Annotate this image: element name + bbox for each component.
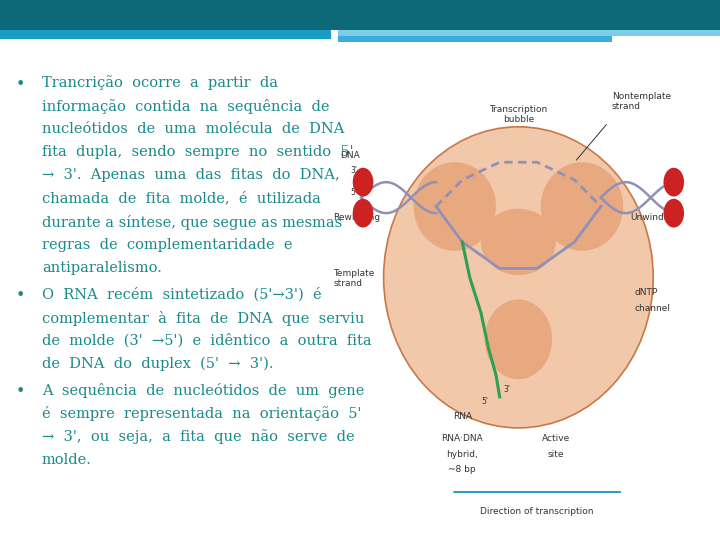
- Text: site: site: [548, 450, 564, 458]
- Text: Template
strand: Template strand: [333, 269, 374, 288]
- Text: dNTP: dNTP: [634, 288, 657, 297]
- Ellipse shape: [485, 300, 552, 379]
- Text: O  RNA  recém  sintetizado  (5'→3')  é: O RNA recém sintetizado (5'→3') é: [42, 287, 321, 302]
- Text: chamada  de  fita  molde,  é  utilizada: chamada de fita molde, é utilizada: [42, 192, 320, 206]
- Text: antiparalelismo.: antiparalelismo.: [42, 261, 161, 275]
- Text: •: •: [16, 287, 25, 304]
- Text: 5': 5': [350, 188, 357, 198]
- Ellipse shape: [353, 168, 373, 197]
- Text: 3': 3': [504, 386, 510, 395]
- Text: →  3',  ou  seja,  a  fita  que  não  serve  de: → 3', ou seja, a fita que não serve de: [42, 429, 354, 444]
- Bar: [338, 36, 612, 42]
- Text: DNA: DNA: [340, 151, 360, 160]
- Ellipse shape: [664, 168, 684, 197]
- Text: RNA·DNA: RNA·DNA: [441, 434, 483, 443]
- Text: RNA: RNA: [453, 412, 472, 421]
- Text: fita  dupla,  sendo  sempre  no  sentido  5': fita dupla, sendo sempre no sentido 5': [42, 145, 354, 159]
- Text: 3': 3': [350, 166, 357, 176]
- Text: informação  contida  na  sequência  de: informação contida na sequência de: [42, 99, 329, 114]
- Text: •: •: [16, 383, 25, 400]
- Text: de  molde  (3'  →5')  e  idêntico  a  outra  fita: de molde (3' →5') e idêntico a outra fit…: [42, 334, 372, 348]
- Text: Unwinding: Unwinding: [631, 213, 678, 222]
- Text: Direction of transcription: Direction of transcription: [480, 507, 594, 516]
- Ellipse shape: [664, 199, 684, 227]
- Bar: [0, 30, 331, 39]
- Text: Rewinding: Rewinding: [333, 213, 380, 222]
- Text: molde.: molde.: [42, 453, 91, 467]
- Text: →  3'.  Apenas  uma  das  fitas  do  DNA,: → 3'. Apenas uma das fitas do DNA,: [42, 168, 340, 183]
- Text: Nontemplate
strand: Nontemplate strand: [612, 92, 671, 111]
- Ellipse shape: [353, 199, 373, 227]
- Text: regras  de  complementaridade  e: regras de complementaridade e: [42, 238, 292, 252]
- Text: durante a síntese, que segue as mesmas: durante a síntese, que segue as mesmas: [42, 215, 342, 230]
- Text: 5': 5': [481, 396, 488, 406]
- Text: complementar  à  fita  de  DNA  que  serviu: complementar à fita de DNA que serviu: [42, 310, 364, 326]
- Ellipse shape: [384, 127, 653, 428]
- Ellipse shape: [541, 162, 624, 251]
- Text: Trancrição  ocorre  a  partir  da: Trancrição ocorre a partir da: [42, 76, 278, 91]
- Text: Active: Active: [541, 434, 570, 443]
- Text: A  sequência  de  nucleótidos  de  um  gene: A sequência de nucleótidos de um gene: [42, 383, 364, 398]
- Ellipse shape: [413, 162, 496, 251]
- Text: nucleótidos  de  uma  molécula  de  DNA: nucleótidos de uma molécula de DNA: [42, 122, 344, 136]
- Text: Transcription
bubble: Transcription bubble: [490, 105, 547, 124]
- Text: hybrid,: hybrid,: [446, 450, 478, 458]
- Bar: [0, 0, 720, 30]
- Bar: [338, 30, 720, 36]
- Text: channel: channel: [634, 303, 670, 313]
- Ellipse shape: [481, 209, 556, 275]
- Text: de  DNA  do  duplex  (5'  →  3').: de DNA do duplex (5' → 3').: [42, 357, 274, 372]
- Text: é  sempre  representada  na  orientação  5': é sempre representada na orientação 5': [42, 406, 361, 421]
- Text: •: •: [16, 76, 25, 92]
- Text: ~8 bp: ~8 bp: [449, 465, 476, 474]
